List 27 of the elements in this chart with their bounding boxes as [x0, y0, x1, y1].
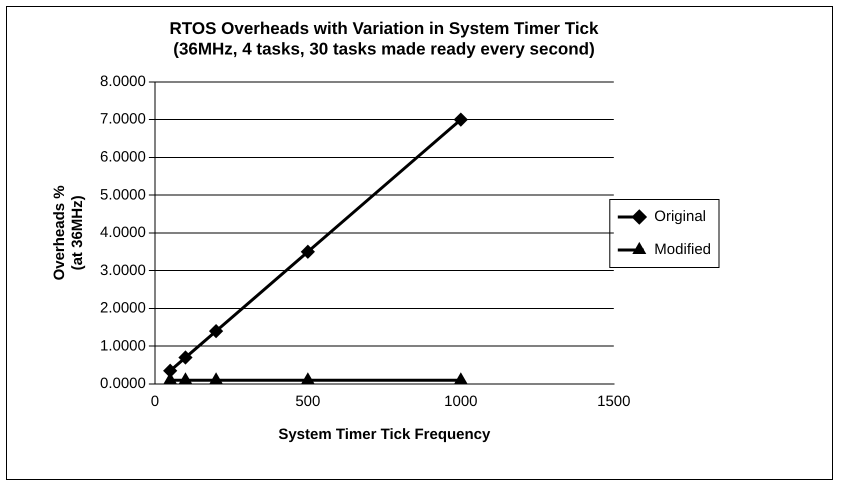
point	[178, 351, 192, 364]
point	[164, 364, 177, 378]
y-tick-label: 2.0000	[100, 300, 146, 317]
legend-label: Modified	[654, 241, 712, 258]
point	[454, 113, 468, 126]
y-tick-label: 1.0000	[100, 337, 146, 354]
y-tick-label: 5.0000	[100, 186, 146, 204]
chart-title: RTOS Overheads with Variation in System Timer Tick (36MHz, 4 tasks, 30 tasks made ready every second)	[170, 18, 600, 58]
y-tick-label: 8.0000	[100, 72, 146, 90]
x-tick-label: 1500	[597, 393, 630, 410]
point	[210, 324, 223, 338]
y-tick-label: 3.0000	[100, 262, 146, 279]
point	[180, 374, 192, 384]
y-axis-title: Overheads % (at 36MHz)	[51, 185, 86, 280]
x-tick-label: 0	[150, 393, 160, 410]
legend-label: Original	[654, 208, 706, 226]
y-tick-label: 6.0000	[100, 148, 146, 166]
point	[210, 374, 222, 384]
point	[302, 374, 314, 384]
x-axis-title: System Timer Tick Frequency	[278, 426, 492, 444]
y-tick-label: 0.0000	[100, 375, 146, 392]
y-tick-label: 4.0000	[100, 224, 146, 242]
x-tick-label: 1000	[444, 393, 478, 410]
point	[301, 245, 314, 258]
y-tick-label: 7.0000	[100, 110, 146, 128]
point	[455, 374, 467, 384]
x-tick-label: 500	[295, 393, 320, 410]
